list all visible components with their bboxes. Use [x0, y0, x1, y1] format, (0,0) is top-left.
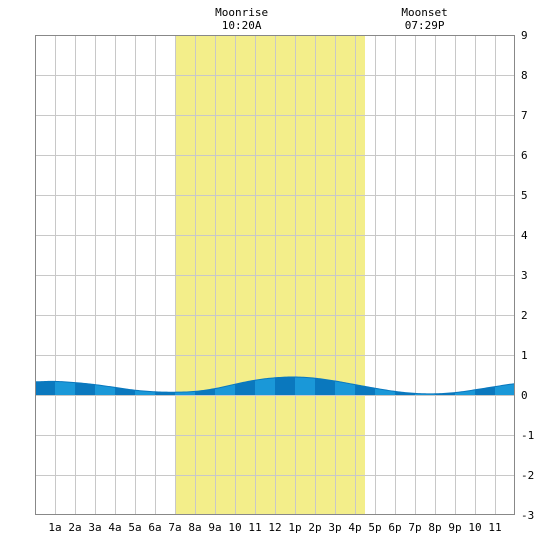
x-tick-label: 2p [308, 521, 321, 534]
y-tick-label: 9 [521, 29, 528, 42]
tide-area-segment [135, 390, 155, 395]
tide-area-segment [375, 388, 395, 395]
y-tick-label: 1 [521, 349, 528, 362]
grid-layer [35, 35, 515, 515]
x-tick-label: 6p [388, 521, 401, 534]
moonrise-time: 10:20A [222, 19, 262, 32]
y-tick-label: -1 [521, 429, 534, 442]
y-tick-labels: 9 8 7 6 5 4 3 2 1 0 -1 -2 -3 [521, 29, 534, 522]
x-tick-label: 9a [208, 521, 221, 534]
y-tick-label: 7 [521, 109, 528, 122]
tide-area-segment [195, 388, 215, 395]
tide-area-segment [255, 377, 275, 395]
tide-area-segment [55, 381, 75, 395]
frame-layer [35, 35, 515, 515]
x-tick-label: 10 [228, 521, 241, 534]
y-tick-label: 8 [521, 69, 528, 82]
tide-area-segment [295, 377, 315, 395]
y-tick-label: 2 [521, 309, 528, 322]
plot-frame [35, 35, 515, 515]
tide-area-segment [75, 382, 95, 395]
x-tick-label: 8p [428, 521, 441, 534]
moonset-label: Moonset [401, 6, 447, 19]
y-tick-label: -2 [521, 469, 534, 482]
tide-area-segment [355, 384, 375, 395]
y-tick-label: 6 [521, 149, 528, 162]
tide-curve [34, 376, 516, 395]
x-tick-label: 7p [408, 521, 421, 534]
tide-area-segment [315, 378, 335, 395]
x-tick-label: 3p [328, 521, 341, 534]
tide-area-segment [215, 384, 235, 395]
tide-area-segment [475, 386, 495, 395]
x-tick-label: 10 [468, 521, 481, 534]
tide-area-segment [335, 381, 355, 395]
y-tick-label: 0 [521, 389, 528, 402]
tide-area-segment [235, 380, 255, 395]
y-tick-label: -3 [521, 509, 534, 522]
tide-area-segment [35, 381, 55, 395]
tide-area-segment [495, 383, 515, 395]
x-tick-label: 2a [68, 521, 81, 534]
x-tick-label: 3a [88, 521, 101, 534]
x-tick-label: 7a [168, 521, 181, 534]
tide-area-segment [95, 384, 115, 395]
moonrise-label: Moonrise [215, 6, 268, 19]
x-tick-labels: 1a 2a 3a 4a 5a 6a 7a 8a 9a 10 11 12 1p 2p 3p 4p 5p 6p 7p 8p… [48, 521, 501, 534]
x-tick-label: 11 [248, 521, 261, 534]
y-tick-label: 4 [521, 229, 528, 242]
tide-area-segment [275, 376, 295, 395]
tide-layer [34, 376, 516, 395]
x-tick-label: 9p [448, 521, 461, 534]
x-tick-label: 11 [488, 521, 501, 534]
x-tick-label: 1p [288, 521, 301, 534]
x-tick-label: 5a [128, 521, 141, 534]
x-tick-label: 4a [108, 521, 121, 534]
x-tick-label: 12 [268, 521, 281, 534]
x-tick-label: 5p [368, 521, 381, 534]
y-tick-label: 3 [521, 269, 528, 282]
x-tick-label: 4p [348, 521, 361, 534]
x-tick-label: 6a [148, 521, 161, 534]
x-tick-label: 1a [48, 521, 61, 534]
y-tick-label: 5 [521, 189, 528, 202]
moonset-time: 07:29P [405, 19, 445, 32]
tide-area-segment [115, 387, 135, 395]
tide-area-segment [455, 389, 475, 395]
x-tick-label: 8a [188, 521, 201, 534]
